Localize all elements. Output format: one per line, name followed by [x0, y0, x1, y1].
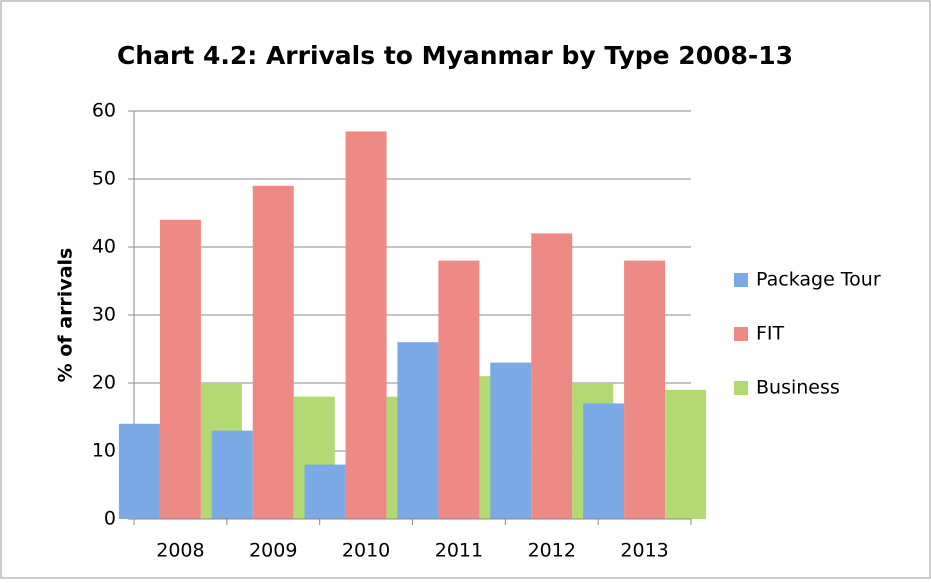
y-tick-label: 10 — [92, 440, 116, 462]
legend-label: FIT — [756, 323, 785, 345]
bar — [345, 131, 387, 519]
y-tick-label: 30 — [92, 304, 116, 326]
y-tick-label: 20 — [92, 372, 116, 394]
bar — [252, 185, 294, 520]
bar — [583, 403, 625, 519]
bar — [531, 233, 573, 519]
legend-swatch — [734, 327, 748, 341]
bar — [159, 219, 201, 520]
chart-title: Chart 4.2: Arrivals to Myanmar by Type 2… — [117, 41, 793, 70]
legend-swatch — [734, 273, 748, 287]
y-tick-label: 60 — [92, 100, 116, 122]
bar — [490, 362, 532, 519]
x-tick-label: 2010 — [342, 540, 390, 562]
legend-label: Package Tour — [756, 269, 881, 291]
x-tick-label: 2009 — [249, 540, 297, 562]
x-tick-label: 2012 — [528, 540, 576, 562]
bar — [118, 423, 160, 519]
y-tick-label: 50 — [92, 168, 116, 190]
bar — [304, 464, 346, 519]
y-tick-label: 0 — [104, 508, 116, 530]
y-tick-label: 40 — [92, 236, 116, 258]
bar — [438, 260, 480, 519]
bar — [211, 430, 253, 519]
bar — [397, 342, 439, 519]
bar — [624, 260, 666, 519]
x-tick-label: 2013 — [620, 540, 668, 562]
y-axis-label: % of arrivals — [55, 248, 77, 383]
x-tick-label: 2011 — [435, 540, 483, 562]
legend-label: Business — [756, 377, 840, 399]
bar — [665, 389, 707, 519]
x-tick-label: 2008 — [156, 540, 204, 562]
legend-swatch — [734, 381, 748, 395]
